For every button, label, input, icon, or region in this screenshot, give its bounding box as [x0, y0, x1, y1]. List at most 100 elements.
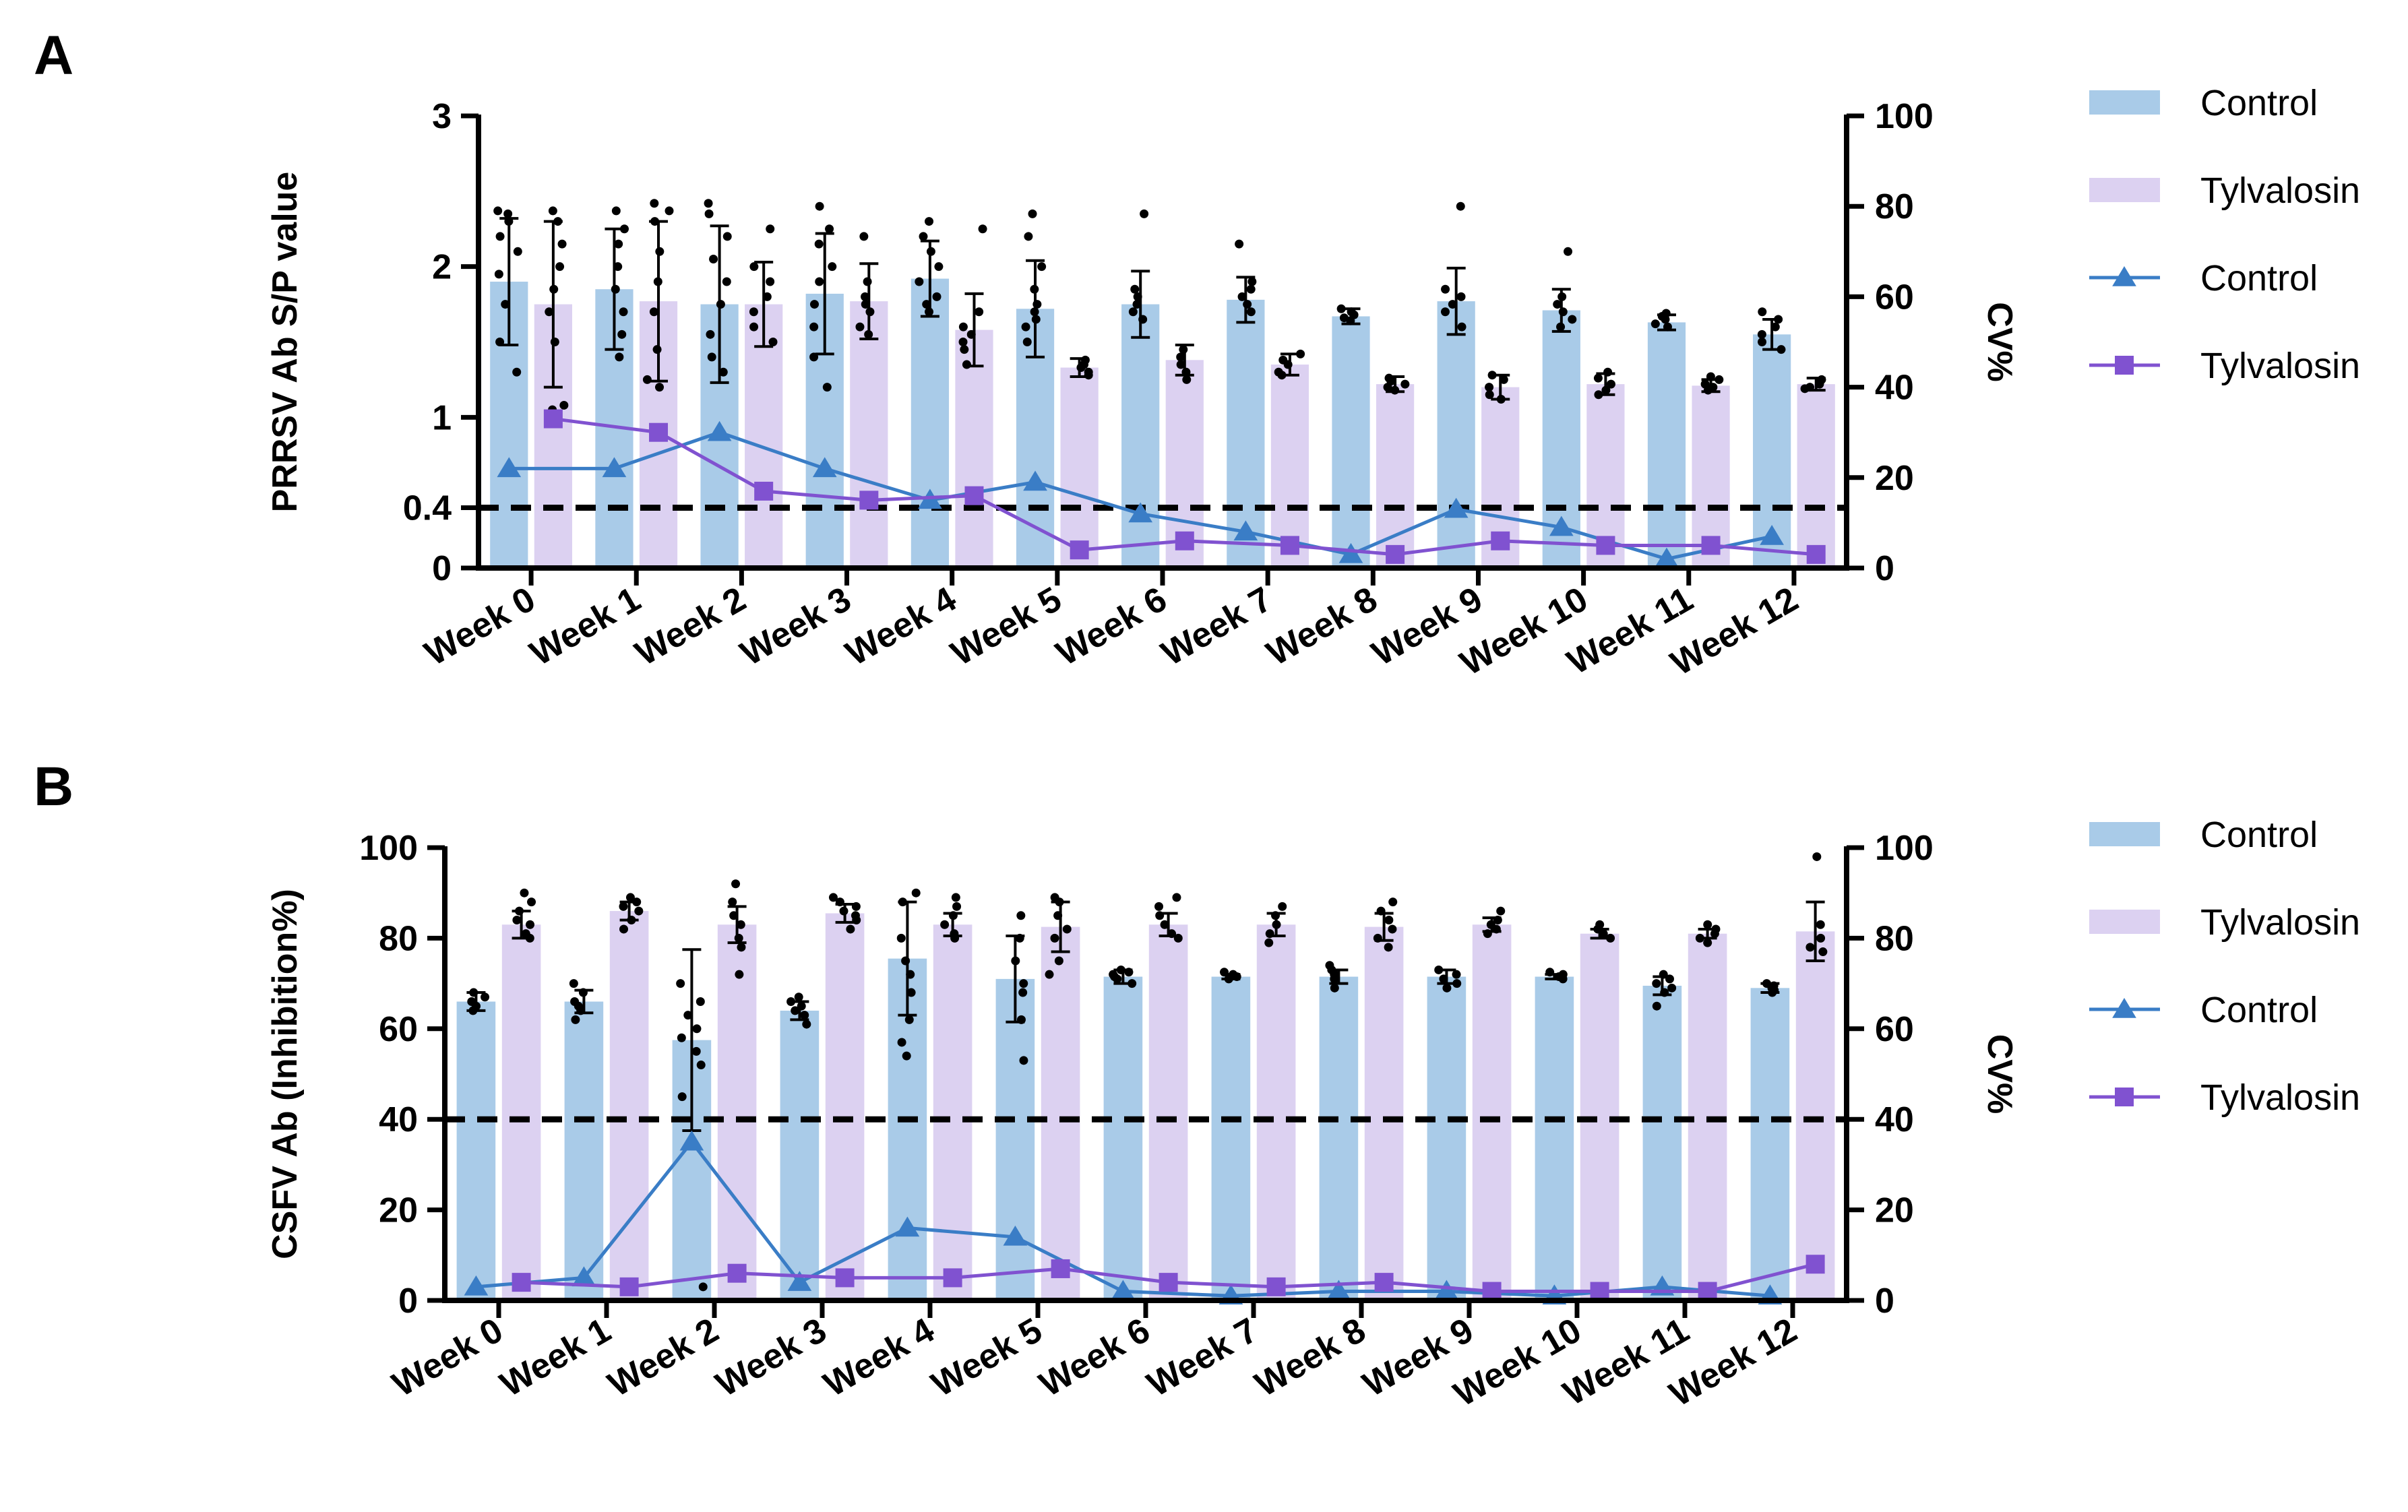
bar-tylvalosin-week-8: [1376, 384, 1415, 568]
bar-control-week-10: [1535, 976, 1574, 1300]
data-point: [1272, 920, 1281, 929]
data-point: [1434, 965, 1444, 974]
data-point: [966, 329, 976, 339]
cv-marker-control: [1444, 497, 1469, 518]
data-point: [619, 924, 629, 934]
data-point: [1400, 379, 1410, 389]
data-point: [513, 247, 522, 256]
data-point: [716, 300, 725, 309]
data-point: [1030, 284, 1039, 294]
data-point: [634, 906, 644, 916]
data-point: [1030, 307, 1039, 317]
x-tick-label: Week 5: [925, 1311, 1049, 1404]
cv-marker-tylvalosin: [1175, 531, 1194, 550]
legend-marker: [2115, 1088, 2134, 1106]
data-point: [571, 1015, 580, 1024]
data-point: [494, 270, 503, 279]
data-point: [1708, 383, 1718, 392]
cv-marker-tylvalosin: [1280, 536, 1299, 555]
data-point: [1274, 367, 1283, 377]
cv-marker-tylvalosin: [1590, 1282, 1609, 1301]
data-point: [1557, 292, 1567, 301]
cv-marker-tylvalosin: [1159, 1273, 1178, 1292]
cv-marker-tylvalosin: [1051, 1259, 1070, 1278]
data-point: [1762, 979, 1771, 988]
y-tick-label: 1: [432, 398, 452, 437]
data-point: [1499, 375, 1508, 384]
data-point: [1011, 956, 1020, 966]
data-point: [1568, 315, 1577, 324]
y2-tick-label: 60: [1875, 1010, 1914, 1049]
data-point: [578, 988, 588, 997]
data-point: [1594, 390, 1603, 400]
y2-tick-label: 0: [1875, 1282, 1894, 1321]
data-point: [1711, 924, 1721, 934]
data-point: [550, 338, 559, 346]
data-point: [962, 360, 971, 369]
legend-swatch: [2089, 822, 2160, 846]
data-point: [922, 300, 931, 309]
bar-control-week-1: [564, 1001, 604, 1300]
cv-marker-control: [1338, 542, 1363, 563]
bar-tylvalosin-week-6: [1148, 924, 1188, 1300]
data-point: [1606, 933, 1615, 943]
data-point: [1053, 911, 1063, 920]
y-tick-label: 20: [379, 1191, 418, 1230]
cv-marker-tylvalosin: [964, 486, 984, 505]
data-point: [728, 897, 737, 907]
data-point: [1493, 916, 1502, 925]
data-point: [1373, 933, 1382, 943]
data-point: [1606, 379, 1615, 389]
data-point: [851, 902, 861, 911]
data-point: [1388, 924, 1397, 934]
y2-tick-label: 80: [1875, 187, 1914, 226]
data-point: [1456, 292, 1466, 301]
data-point: [1339, 313, 1349, 323]
data-point: [1558, 307, 1568, 317]
legend-label: Control: [2200, 815, 2318, 855]
data-point: [1220, 968, 1229, 977]
data-point: [1440, 307, 1450, 317]
bar-control-week-11: [1642, 985, 1682, 1300]
y-tick-label: 80: [379, 919, 418, 958]
data-point: [526, 920, 535, 929]
data-point: [527, 897, 536, 907]
y-tick-label: 0.4: [403, 489, 452, 528]
data-point: [915, 277, 924, 286]
data-point: [835, 897, 844, 907]
cv-marker-control: [1549, 515, 1574, 536]
data-point: [735, 970, 744, 979]
data-point: [650, 217, 660, 226]
data-point: [548, 206, 557, 216]
data-point: [839, 906, 848, 916]
data-point: [828, 893, 838, 902]
data-point: [1448, 300, 1457, 309]
data-point: [1439, 974, 1448, 984]
data-point: [1452, 970, 1461, 979]
data-point: [861, 292, 870, 301]
data-point: [665, 206, 674, 216]
data-point: [1774, 315, 1783, 324]
data-point: [1176, 360, 1185, 369]
data-point: [791, 1006, 800, 1015]
data-point: [1603, 367, 1613, 377]
data-point: [1016, 911, 1026, 920]
data-point: [901, 956, 910, 966]
data-point: [1022, 338, 1032, 346]
data-point: [1812, 852, 1822, 861]
legend-label: Tylvalosin: [2200, 1077, 2360, 1118]
data-point: [1138, 315, 1148, 324]
cv-marker-tylvalosin: [619, 1277, 639, 1296]
data-point: [1817, 375, 1826, 384]
data-point: [1667, 983, 1677, 993]
data-point: [749, 307, 758, 317]
data-point: [1665, 974, 1674, 984]
bar-control-week-0: [456, 1001, 496, 1300]
data-point: [698, 1282, 708, 1292]
x-tick-label: Week 3: [734, 579, 857, 673]
error-bar: [815, 232, 834, 356]
y-tick-label: 3: [432, 97, 452, 136]
data-point: [1703, 938, 1712, 947]
data-point: [950, 929, 959, 939]
data-point: [553, 217, 563, 226]
